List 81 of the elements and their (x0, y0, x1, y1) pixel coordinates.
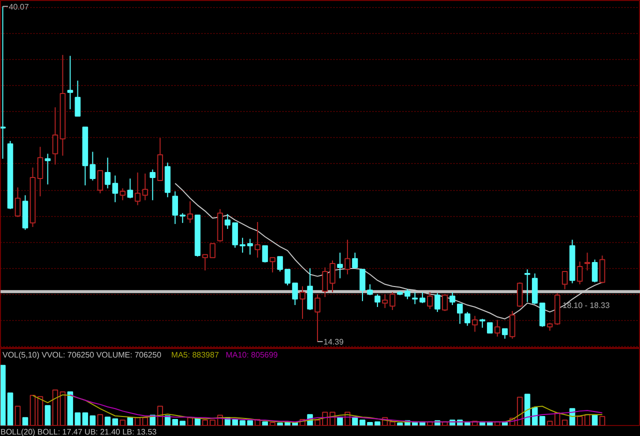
bar (52, 390, 58, 426)
bar (592, 414, 598, 426)
candlestick (456, 304, 463, 324)
candlestick (464, 311, 470, 326)
candlestick (127, 178, 134, 199)
annotation: 14.39 (324, 338, 344, 347)
candlestick (442, 294, 448, 312)
candlestick (314, 294, 320, 342)
candlestick (37, 146, 44, 197)
bar (30, 394, 36, 426)
bar (44, 405, 51, 426)
bar (187, 417, 193, 426)
bar (82, 412, 88, 426)
bar (37, 396, 44, 426)
candlestick (427, 292, 433, 310)
candlestick (52, 106, 58, 166)
bar (97, 414, 104, 426)
bar (90, 415, 96, 426)
candlestick (254, 222, 260, 258)
bar (262, 421, 268, 426)
candlestick (262, 245, 268, 263)
candlestick (270, 257, 276, 273)
candlestick (516, 282, 523, 308)
candlestick (300, 286, 306, 320)
candlestick (524, 268, 530, 303)
candlestick (277, 256, 283, 272)
bar (120, 420, 126, 426)
candlestick (150, 169, 156, 201)
candlestick (539, 302, 546, 328)
candlestick (67, 55, 74, 110)
candlestick (97, 170, 104, 194)
candlestick (44, 153, 51, 185)
bar (104, 416, 111, 426)
text: BOLL(20) BOLL: 17.47 UB: 21.40 LB: 13.53 (0, 428, 158, 436)
bar (74, 412, 81, 426)
bar (337, 416, 343, 426)
band-label: 18.10 - 18.33 (562, 301, 610, 310)
candlestick (502, 328, 508, 340)
candlestick (599, 255, 606, 284)
candlestick (90, 151, 96, 182)
bar (60, 391, 66, 426)
candlestick (112, 175, 118, 203)
bar (14, 406, 21, 426)
candlestick (187, 200, 193, 224)
bar (599, 416, 606, 426)
candlestick (307, 268, 313, 310)
candlestick (434, 292, 440, 312)
candlestick (120, 188, 126, 201)
bar (0, 364, 6, 426)
candlestick (486, 322, 493, 334)
chart-title: VOL(5,10) VVOL: 706250 VOLUME: 706250 (2, 350, 162, 360)
candlestick (74, 80, 81, 117)
bar (539, 416, 546, 426)
candlestick (562, 270, 568, 290)
text: MA5: 883987 (171, 350, 220, 360)
candlestick (14, 186, 21, 218)
candlestick (337, 252, 343, 279)
candlestick (450, 292, 456, 306)
bar (562, 420, 568, 426)
candlestick (584, 252, 590, 271)
candlestick (509, 310, 516, 340)
candlestick (352, 252, 358, 269)
text: MA10: 805699 (226, 350, 278, 360)
bar (127, 417, 134, 426)
bar (7, 392, 14, 426)
bar (112, 418, 118, 426)
bar (67, 391, 74, 426)
candlestick (576, 261, 583, 285)
candlestick (592, 259, 598, 283)
candlestick (104, 157, 111, 189)
candlestick (344, 239, 350, 275)
bar (576, 416, 583, 426)
annotation: 40.07 (8, 2, 30, 12)
candlestick (472, 315, 478, 332)
candlestick (374, 294, 380, 308)
bar (270, 422, 276, 426)
candlestick (494, 319, 500, 338)
candlestick (0, 6, 6, 160)
bar (22, 417, 28, 426)
bar (546, 420, 553, 426)
bar (194, 418, 200, 426)
